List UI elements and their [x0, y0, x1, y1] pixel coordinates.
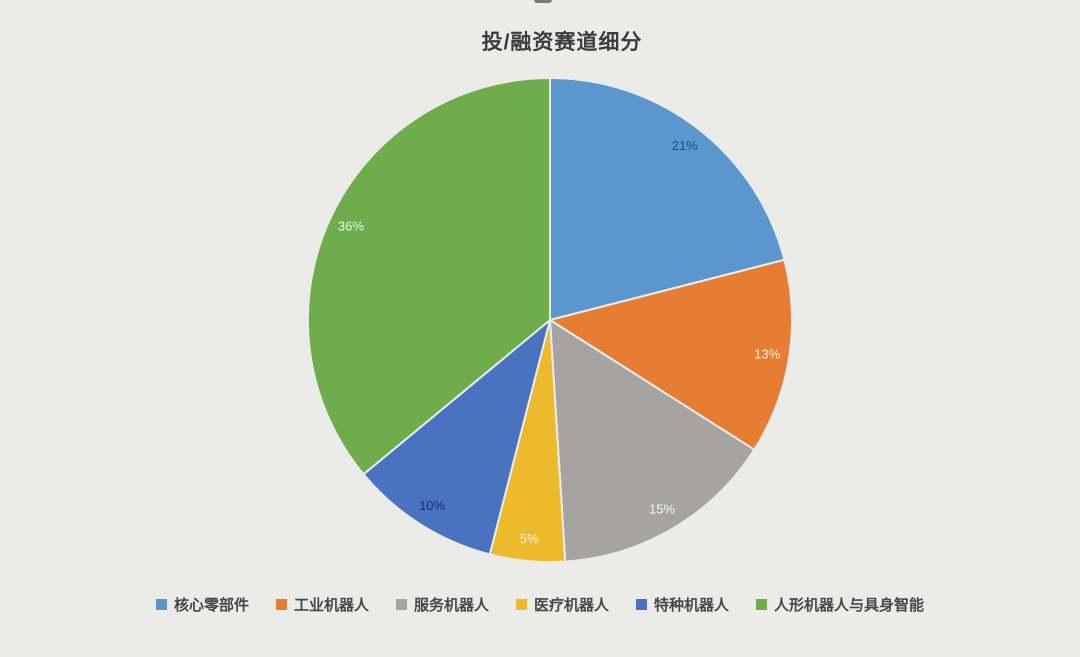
pie-data-label-0: 21% — [672, 138, 698, 153]
legend-item-1: 工业机器人 — [275, 594, 369, 615]
legend-item-4: 特种机器人 — [636, 594, 729, 615]
legend-swatch-icon — [756, 599, 768, 610]
cropped-text-fragment — [534, 0, 552, 3]
legend-swatch-icon — [636, 599, 648, 610]
legend-swatch-icon — [275, 599, 287, 610]
pie-slice-0 — [549, 77, 786, 321]
pie-data-label-2: 15% — [649, 501, 675, 516]
pie-slice-4 — [362, 319, 551, 556]
legend-swatch-icon — [155, 599, 167, 610]
legend-label-2: 服务机器人 — [413, 597, 489, 614]
legend-label-1: 工业机器人 — [293, 597, 369, 614]
pie-slice-1 — [549, 258, 794, 451]
legend-swatch-icon — [516, 599, 527, 610]
legend-item-2: 服务机器人 — [395, 594, 489, 615]
pie-slice-5 — [306, 77, 551, 476]
legend-item-5: 人形机器人与具身智能 — [756, 594, 924, 615]
pie-data-label-1: 13% — [754, 346, 780, 361]
legend-item-3: 医疗机器人 — [516, 594, 609, 615]
legend-label-0: 核心零部件 — [173, 597, 249, 614]
legend-label-5: 人形机器人与具身智能 — [774, 597, 925, 614]
pie-data-label-5: 36% — [338, 218, 364, 233]
legend-label-3: 医疗机器人 — [534, 597, 610, 614]
legend-item-0: 核心零部件 — [155, 594, 249, 615]
legend-swatch-icon — [395, 599, 407, 610]
pie-data-label-3: 5% — [520, 531, 539, 546]
legend-label-4: 特种机器人 — [654, 597, 730, 614]
chart-legend: 核心零部件 工业机器人 服务机器人 医疗机器人 特种机器人 人形机器人与具身智能 — [0, 594, 1080, 615]
chart-title: 投/融资赛道细分 — [481, 31, 643, 54]
pie-data-label-4: 10% — [419, 498, 445, 513]
pie-slice-2 — [549, 319, 756, 563]
